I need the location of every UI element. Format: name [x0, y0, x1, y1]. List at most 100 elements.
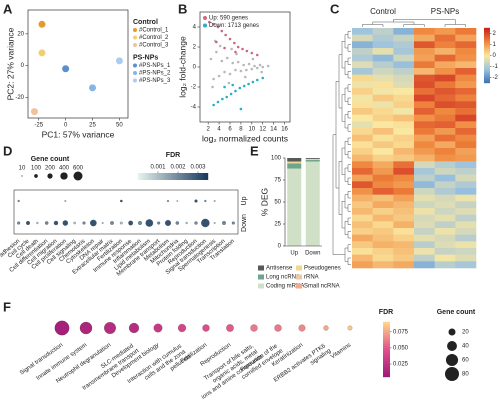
colorbar-segment — [144, 173, 148, 180]
dendrogram — [344, 194, 348, 209]
colorbar-label: 0.075 — [393, 329, 409, 335]
dendrogram — [347, 111, 351, 119]
dot — [213, 200, 216, 202]
colorbar-segment — [203, 173, 206, 180]
heatmap-cell — [434, 168, 456, 175]
heatmap-cell — [372, 41, 394, 49]
colorbar-segment — [383, 358, 390, 361]
heatmap-cell — [352, 194, 373, 202]
colorbar-segment — [383, 340, 390, 343]
dot — [274, 324, 282, 332]
point — [89, 84, 97, 92]
heatmap-cell — [372, 154, 394, 162]
heatmap-cell — [434, 214, 456, 222]
size-legend-label: 100 — [31, 166, 42, 172]
x-axis-label: log₂ normalized counts — [202, 133, 288, 143]
heatmap-cell — [393, 261, 415, 269]
bar-segment — [305, 158, 320, 160]
heatmap-cell — [455, 154, 477, 162]
point — [234, 68, 237, 72]
colorbar-segment — [383, 352, 390, 356]
colorbar-label: -2 — [493, 75, 499, 81]
colorbar-segment — [161, 173, 164, 180]
legend-label: #PS-NPs_1 — [139, 63, 171, 69]
heatmap-cell — [352, 34, 373, 42]
dot — [104, 322, 116, 334]
colorbar-segment — [484, 51, 490, 54]
colorbar-segment — [484, 46, 490, 49]
size-legend-label: 600 — [73, 166, 84, 172]
panel-label: E — [250, 143, 259, 158]
bar-segment — [287, 163, 302, 169]
heatmap-cell — [455, 168, 477, 175]
heatmap-cell — [393, 208, 415, 215]
heatmap-cell — [393, 81, 415, 89]
colorbar-segment — [383, 354, 390, 358]
point — [247, 62, 251, 66]
colorbar-segment — [484, 31, 490, 34]
heatmap-cell — [372, 188, 394, 195]
heatmap-cell — [414, 154, 435, 162]
legend-label: Antisense — [266, 266, 293, 272]
colorbar-segment — [383, 374, 390, 378]
colorbar-segment — [484, 33, 490, 36]
x-tick-label: Up — [290, 251, 298, 257]
heatmap-cell — [352, 108, 373, 115]
heatmap-cell — [434, 228, 456, 235]
heatmap-cell — [434, 34, 456, 42]
legend-label: #PS-NPs_2 — [139, 71, 171, 77]
x-axis-label: PC1: 57% variance — [42, 129, 115, 139]
heatmap-cell — [414, 194, 435, 202]
dot — [73, 221, 76, 225]
bar-segment — [287, 158, 302, 162]
heatmap-cell — [414, 181, 435, 189]
colorbar-segment — [182, 173, 185, 180]
point — [243, 75, 247, 79]
x-tick-label: 8 — [239, 127, 243, 133]
dendrogram — [347, 231, 351, 239]
colorbar-label: 0.025 — [393, 362, 409, 368]
dendrogram — [347, 217, 351, 225]
dot — [79, 321, 93, 335]
colorbar-segment — [484, 58, 490, 62]
heatmap-cell — [372, 161, 394, 169]
point — [230, 47, 233, 51]
point — [228, 37, 232, 41]
colorbar-segment — [170, 173, 174, 180]
point — [220, 59, 224, 63]
heatmap-cell — [455, 141, 477, 149]
dendrogram — [403, 24, 425, 27]
point — [209, 57, 213, 61]
heatmap-cell — [393, 134, 415, 142]
dendrogram — [372, 21, 415, 25]
dendrogram — [341, 147, 345, 175]
point — [212, 22, 215, 26]
colorbar-segment — [484, 60, 490, 64]
heatmap-cell — [393, 248, 415, 255]
bar-segment — [287, 161, 302, 164]
heatmap-cell — [372, 261, 394, 269]
dendrogram — [335, 81, 339, 189]
colorbar-label: 0.002 — [170, 165, 186, 171]
legend-marker — [203, 16, 207, 20]
heatmap-cell — [372, 248, 394, 255]
point — [207, 20, 211, 24]
heatmap-cell — [352, 221, 373, 229]
heatmap-cell — [372, 128, 394, 135]
size-legend-label: 400 — [59, 166, 70, 172]
dot — [145, 219, 154, 227]
heatmap-cell — [434, 88, 456, 95]
dot — [194, 199, 198, 203]
x-tick-label: -25 — [34, 123, 43, 129]
heatmap-cell — [434, 181, 456, 189]
heatmap-cell — [352, 154, 373, 162]
heatmap-cell — [352, 208, 373, 215]
dot — [347, 325, 353, 331]
category-label: ERBB2 activates PTK6 signaling — [273, 342, 332, 389]
size-legend-dot — [445, 353, 459, 367]
size-legend-dot — [34, 174, 38, 178]
heatmap-cell — [352, 261, 373, 269]
point — [245, 49, 249, 53]
point — [242, 63, 245, 67]
heatmap-cell — [352, 54, 373, 62]
